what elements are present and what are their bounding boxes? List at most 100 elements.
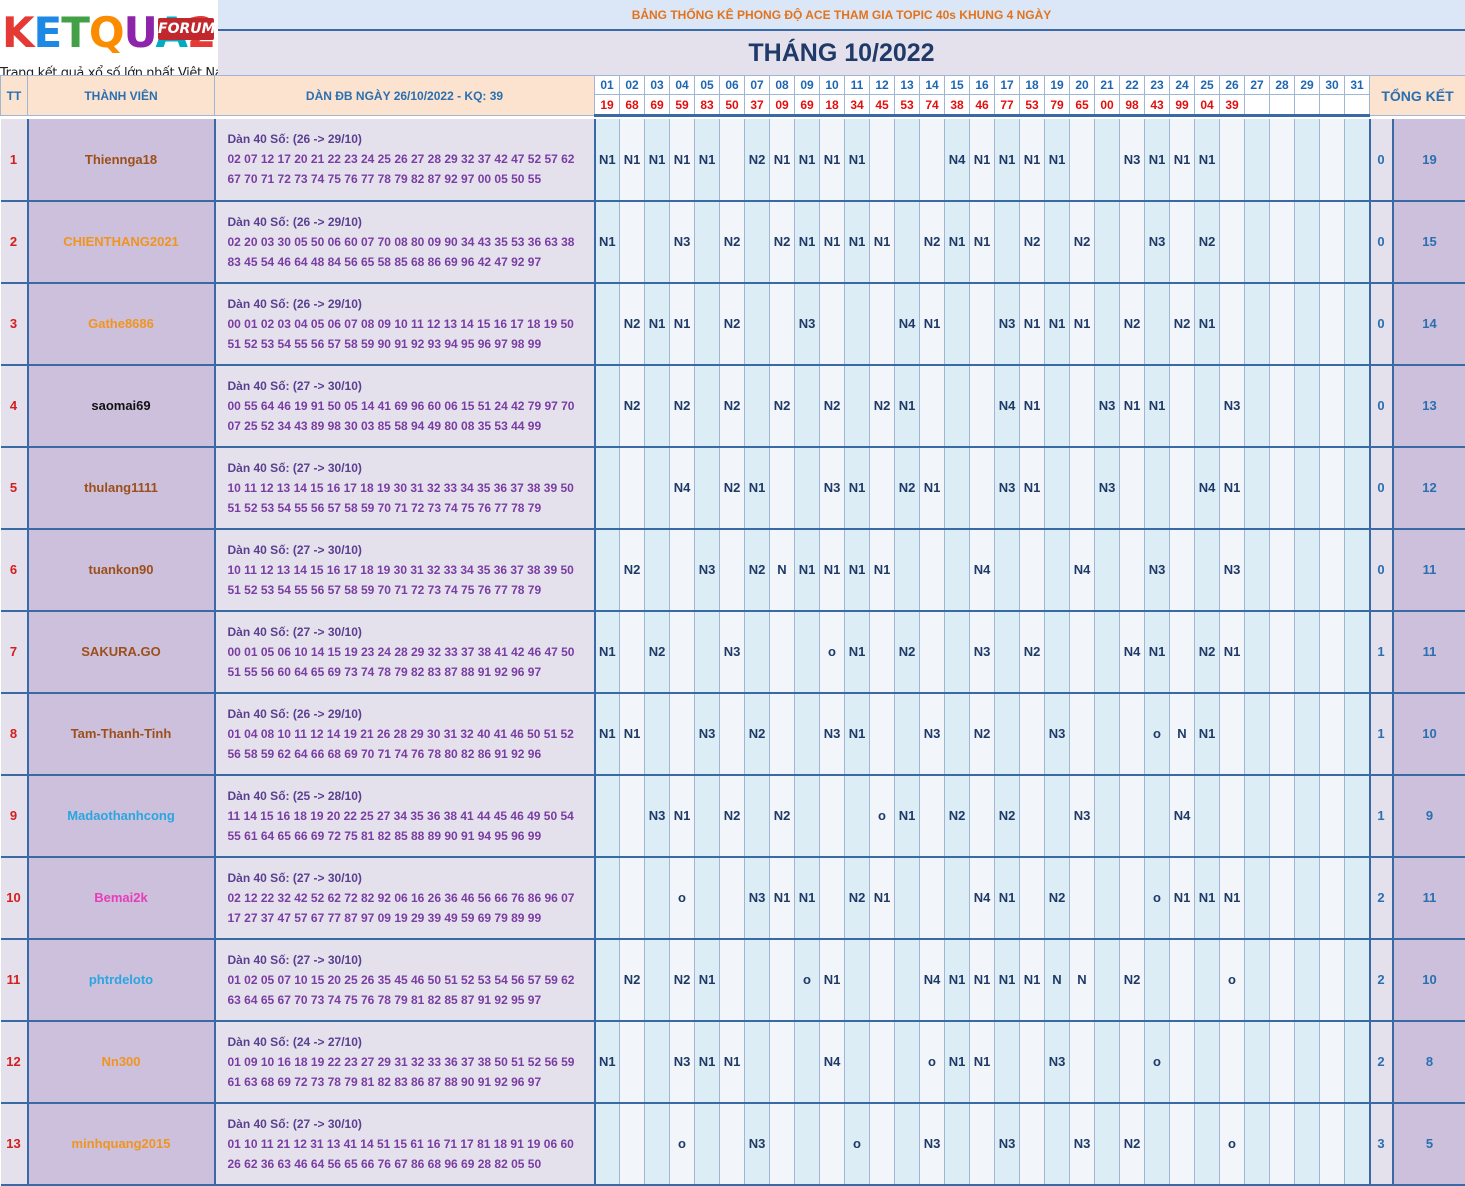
day-mark: N1 <box>995 857 1020 939</box>
day-mark <box>1095 939 1120 1021</box>
member-name[interactable]: SAKURA.GO <box>28 611 215 693</box>
day-result: 98 <box>1120 95 1145 116</box>
row-number: 11 <box>1 939 28 1021</box>
day-mark <box>1270 119 1295 201</box>
logo-forum-badge: FORUM <box>158 18 214 40</box>
day-mark: N1 <box>970 1021 995 1103</box>
day-mark: N4 <box>895 283 920 365</box>
day-mark: N4 <box>820 1021 845 1103</box>
day-header: 20 <box>1070 76 1095 95</box>
day-mark: N1 <box>745 447 770 529</box>
day-header: 13 <box>895 76 920 95</box>
day-mark <box>720 1103 745 1185</box>
day-mark: N1 <box>920 447 945 529</box>
day-mark <box>1345 611 1370 693</box>
member-name[interactable]: thulang1111 <box>28 447 215 529</box>
day-mark <box>870 939 895 1021</box>
day-header: 28 <box>1270 76 1295 95</box>
day-mark <box>1120 447 1145 529</box>
day-mark <box>895 857 920 939</box>
member-name[interactable]: CHIENTHANG2021 <box>28 201 215 283</box>
day-mark <box>1170 365 1195 447</box>
day-mark <box>620 611 645 693</box>
day-mark <box>1295 529 1320 611</box>
day-header: 10 <box>820 76 845 95</box>
day-mark <box>645 693 670 775</box>
day-mark <box>995 611 1020 693</box>
day-mark: N1 <box>1170 857 1195 939</box>
member-name[interactable]: Gathe8686 <box>28 283 215 365</box>
day-mark: o <box>1145 693 1170 775</box>
day-mark <box>1145 1103 1170 1185</box>
col-header-member: THÀNH VIÊN <box>28 76 215 116</box>
day-mark: N4 <box>1170 775 1195 857</box>
day-mark <box>1270 611 1295 693</box>
day-mark <box>870 1021 895 1103</box>
day-mark: N <box>1170 693 1195 775</box>
sheet-title: BẢNG THỐNG KÊ PHONG ĐỘ ACE THAM GIA TOPI… <box>218 0 1465 31</box>
number-set-line: 10 11 12 13 14 15 16 17 18 19 30 31 32 3… <box>228 560 594 580</box>
day-mark <box>870 1103 895 1185</box>
day-header: 22 <box>1120 76 1145 95</box>
day-mark <box>970 447 995 529</box>
day-mark <box>1245 365 1270 447</box>
day-mark <box>1295 611 1320 693</box>
member-name[interactable]: saomai69 <box>28 365 215 447</box>
day-mark <box>1220 693 1245 775</box>
logo-letter: E <box>34 8 62 57</box>
summary-count: 3 <box>1370 1103 1393 1185</box>
day-mark <box>1245 447 1270 529</box>
day-result: 69 <box>795 95 820 116</box>
day-mark <box>1195 365 1220 447</box>
day-mark <box>795 447 820 529</box>
summary-count: 0 <box>1370 119 1393 201</box>
day-mark: N1 <box>945 201 970 283</box>
day-mark: N1 <box>695 1021 720 1103</box>
number-set-title: Dàn 40 Số: (27 -> 30/10) <box>228 540 594 560</box>
day-header: 08 <box>770 76 795 95</box>
number-set: Dàn 40 Số: (24 -> 27/10)01 09 10 16 18 1… <box>215 1021 595 1103</box>
member-name[interactable]: Bemai2k <box>28 857 215 939</box>
day-mark <box>620 201 645 283</box>
day-mark <box>1320 611 1345 693</box>
day-mark <box>745 611 770 693</box>
summary-total: 11 <box>1393 857 1465 939</box>
day-mark <box>1245 939 1270 1021</box>
day-mark: N2 <box>895 447 920 529</box>
row-number: 7 <box>1 611 28 693</box>
summary-count: 0 <box>1370 201 1393 283</box>
day-mark <box>845 283 870 365</box>
day-mark: N1 <box>670 775 695 857</box>
site-logo[interactable]: KETQUA2 FORUM Trang kết quả xổ số lớn nh… <box>0 0 218 84</box>
number-set-line: 83 45 54 46 64 48 84 56 65 58 85 68 86 6… <box>228 252 594 272</box>
day-mark <box>1220 775 1245 857</box>
day-mark <box>1295 857 1320 939</box>
member-name[interactable]: phtrdeloto <box>28 939 215 1021</box>
day-header: 07 <box>745 76 770 95</box>
number-set-line: 51 55 56 60 64 65 69 73 74 78 79 82 83 8… <box>228 662 594 682</box>
day-mark: o <box>670 1103 695 1185</box>
day-header: 01 <box>595 76 620 95</box>
member-name[interactable]: tuankon90 <box>28 529 215 611</box>
number-set-title: Dàn 40 Số: (27 -> 30/10) <box>228 622 594 642</box>
member-name[interactable]: Madaothanhcong <box>28 775 215 857</box>
day-header: 04 <box>670 76 695 95</box>
day-mark <box>1320 693 1345 775</box>
day-mark <box>720 693 745 775</box>
day-result: 43 <box>1145 95 1170 116</box>
member-name[interactable]: Tam-Thanh-Tinh <box>28 693 215 775</box>
day-result: 99 <box>1170 95 1195 116</box>
day-mark: N1 <box>795 857 820 939</box>
day-mark <box>1345 447 1370 529</box>
member-name[interactable]: Thiennga18 <box>28 119 215 201</box>
member-name[interactable]: Nn300 <box>28 1021 215 1103</box>
day-mark <box>745 201 770 283</box>
row-number: 6 <box>1 529 28 611</box>
number-set-title: Dàn 40 Số: (26 -> 29/10) <box>228 129 594 149</box>
member-name[interactable]: minhquang2015 <box>28 1103 215 1185</box>
day-mark: N3 <box>920 693 945 775</box>
day-mark <box>620 1103 645 1185</box>
day-result: 19 <box>595 95 620 116</box>
